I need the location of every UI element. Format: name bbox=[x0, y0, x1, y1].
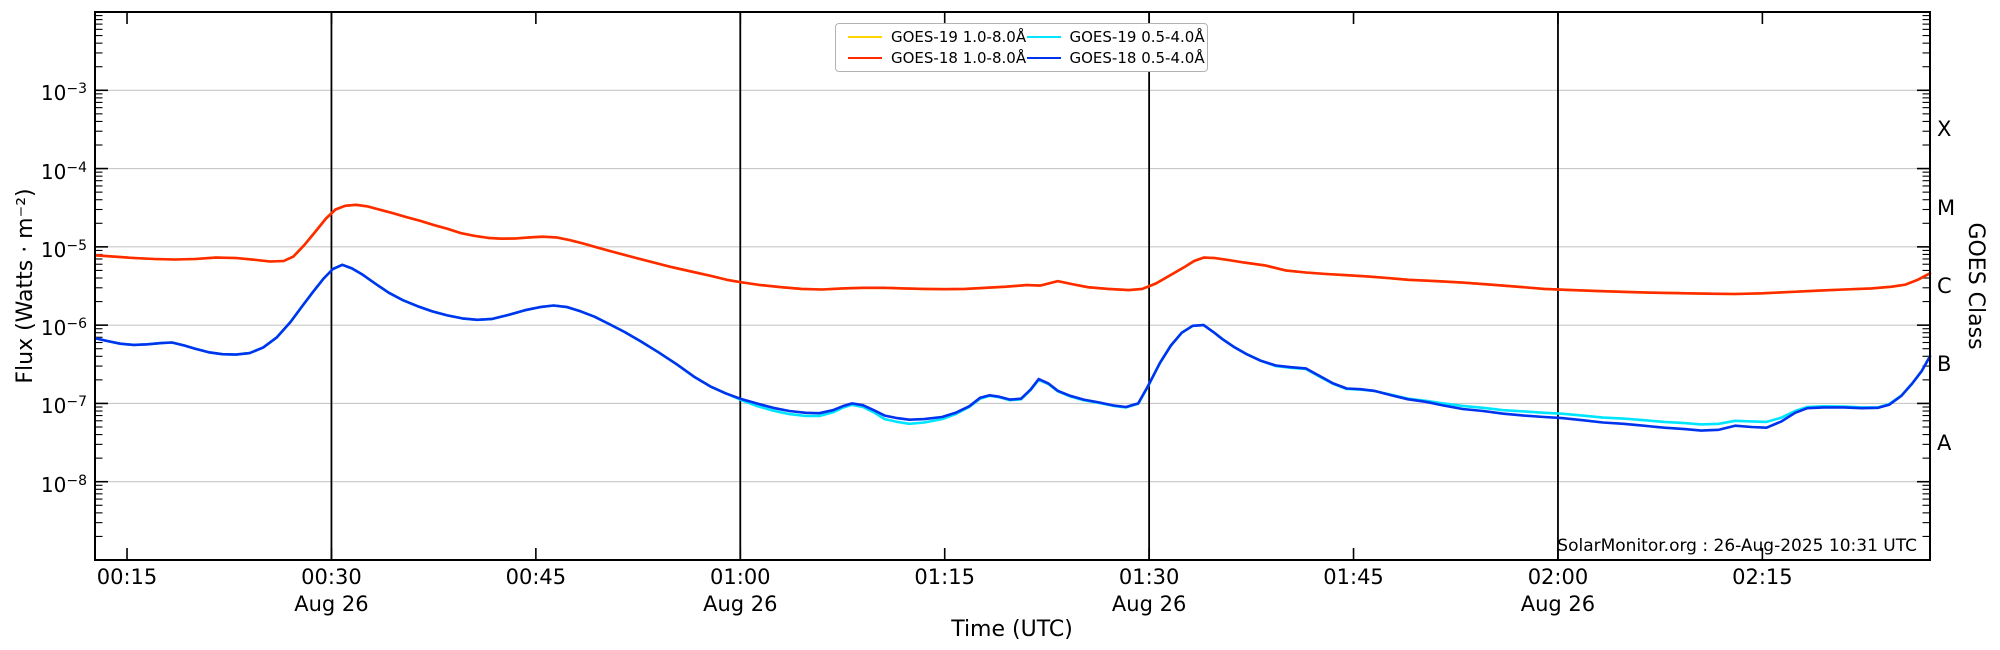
plot-frame bbox=[94, 11, 1931, 561]
x-tick-label-01-00: 01:00 bbox=[710, 565, 771, 589]
legend-entry-label: GOES-18 0.5-4.0Å bbox=[1069, 49, 1205, 68]
x-tick-label-02-15: 02:15 bbox=[1732, 565, 1793, 589]
legend: GOES-19 1.0-8.0Å GOES-18 1.0-8.0Å GOES-19 … bbox=[835, 23, 1208, 72]
legend-line-swatch bbox=[1026, 57, 1061, 60]
legend-line-swatch bbox=[1026, 35, 1061, 38]
series-goes-18-1-0-8-0 bbox=[94, 203, 1932, 296]
legend-line-swatch bbox=[848, 35, 882, 38]
y-tick-label-1e-7: 10−7 bbox=[40, 394, 87, 419]
y-tick-label-1e-8: 10−8 bbox=[40, 472, 87, 497]
goes-class-label-x: X bbox=[1937, 117, 1952, 142]
x-axis-label: Time (UTC) bbox=[951, 617, 1073, 642]
goes-class-label-b: B bbox=[1937, 352, 1952, 377]
x-date-label: Aug 26 bbox=[294, 592, 369, 616]
y-tick-label-1e-4: 10−4 bbox=[40, 159, 87, 184]
legend-entry-goes-19-0-5-4-0: GOES-19 0.5-4.0Å bbox=[1026, 27, 1206, 46]
source-annotation: SolarMonitor.org : 26-Aug-2025 10:31 UTC bbox=[1557, 536, 1917, 556]
legend-entry-goes-18-0-5-4-0: GOES-18 0.5-4.0Å bbox=[1026, 49, 1206, 68]
goes-class-label-c: C bbox=[1937, 274, 1952, 298]
series-goes-18-0-5-4-0 bbox=[94, 263, 1932, 432]
y-tick-label-1e-3: 10−3 bbox=[40, 81, 87, 106]
x-tick-label-00-45: 00:45 bbox=[505, 565, 567, 589]
x-tick-label-00-15: 00:15 bbox=[96, 565, 158, 589]
x-tick-label-00-30: 00:30 bbox=[301, 565, 362, 589]
legend-entry-goes-18-1-0-8-0: GOES-18 1.0-8.0Å bbox=[848, 49, 1027, 67]
x-tick-label-02-00: 02:00 bbox=[1527, 565, 1589, 589]
x-date-label: Aug 26 bbox=[1520, 592, 1596, 616]
y-tick-label-1e-5: 10−5 bbox=[40, 237, 87, 262]
legend-entry-label: GOES-18 1.0-8.0Å bbox=[891, 49, 1027, 68]
right-y-axis-label: GOES Class bbox=[1963, 222, 1988, 350]
legend-entry-label: GOES-19 0.5-4.0Å bbox=[1069, 27, 1205, 46]
x-date-label: Aug 26 bbox=[1111, 592, 1187, 616]
legend-line-swatch bbox=[848, 57, 882, 60]
goes-class-label-a: A bbox=[1937, 430, 1952, 455]
legend-entry-goes-19-1-0-8-0: GOES-19 1.0-8.0Å bbox=[848, 28, 1027, 46]
x-tick-label-01-45: 01:45 bbox=[1323, 565, 1384, 589]
x-tick-label-01-15: 01:15 bbox=[914, 565, 975, 589]
y-tick-label-1e-6: 10−6 bbox=[40, 316, 87, 341]
legend-entry-label: GOES-19 1.0-8.0Å bbox=[891, 27, 1027, 46]
goes-class-label-m: M bbox=[1937, 195, 1956, 220]
x-date-label: Aug 26 bbox=[703, 592, 778, 616]
x-tick-label-01-30: 01:30 bbox=[1118, 565, 1180, 589]
